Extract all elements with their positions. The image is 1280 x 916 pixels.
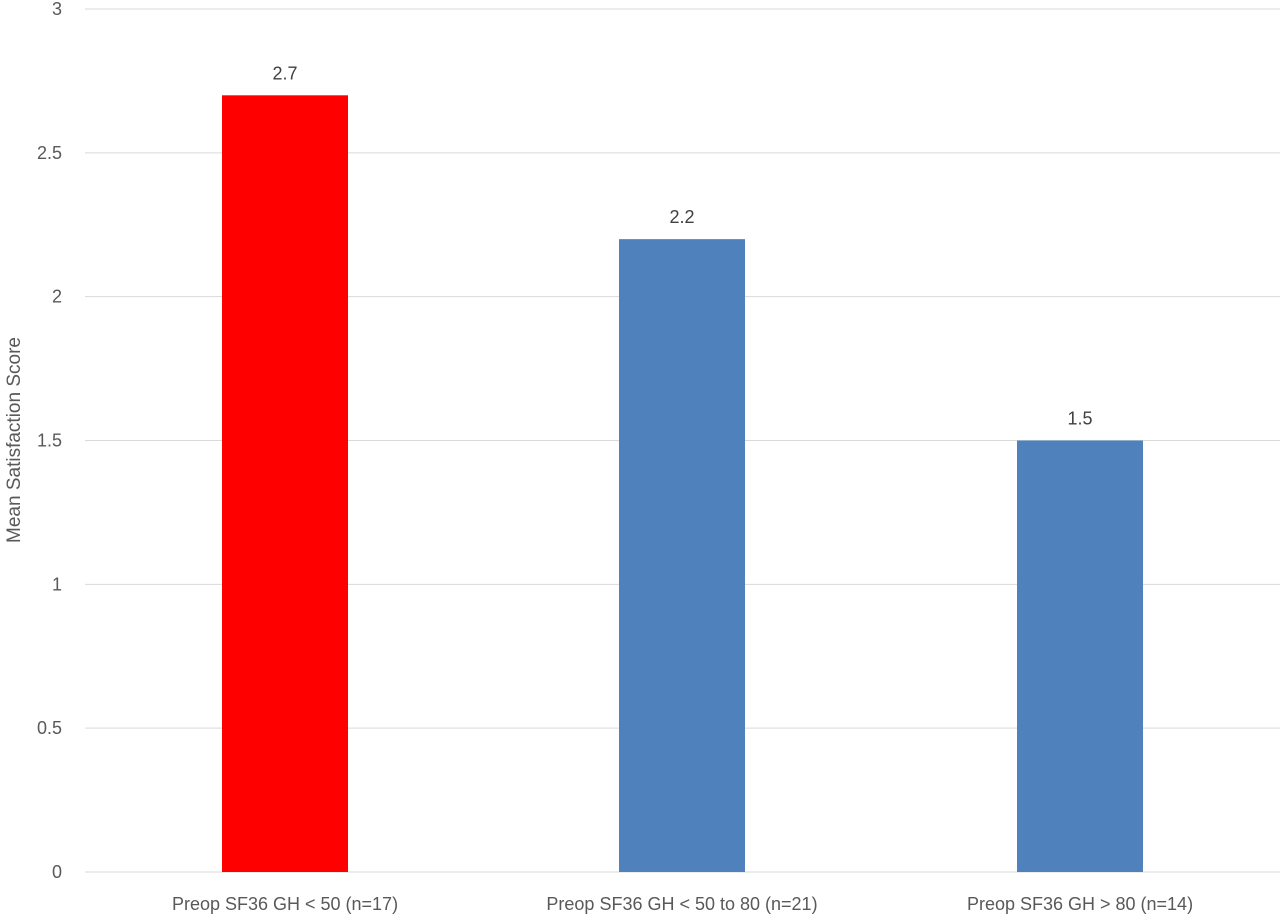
y-tick-label: 0 (52, 862, 62, 882)
data-label: 1.5 (1067, 409, 1092, 429)
y-axis-title: Mean Satisfaction Score (4, 337, 25, 543)
y-tick-label: 3 (52, 0, 62, 19)
bars (222, 95, 1143, 873)
data-labels: 2.7 2.2 1.5 (272, 63, 1092, 428)
x-category-label: Preop SF36 GH > 80 (n=14) (967, 894, 1193, 914)
x-category-label: Preop SF36 GH < 50 (n=17) (172, 894, 398, 914)
bar (222, 95, 348, 873)
y-tick-label: 0.5 (37, 718, 62, 738)
y-tick-label: 2.5 (37, 143, 62, 163)
data-label: 2.7 (272, 63, 297, 83)
bar (619, 239, 745, 873)
y-axis-ticks: 0 0.5 1 1.5 2 2.5 3 (37, 0, 62, 882)
bar (1017, 440, 1143, 872)
y-tick-label: 1.5 (37, 431, 62, 451)
data-label: 2.2 (669, 207, 694, 227)
x-category-label: Preop SF36 GH < 50 to 80 (n=21) (546, 894, 817, 914)
y-tick-label: 2 (52, 287, 62, 307)
x-axis-categories: Preop SF36 GH < 50 (n=17) Preop SF36 GH <… (172, 894, 1193, 914)
y-tick-label: 1 (52, 574, 62, 594)
